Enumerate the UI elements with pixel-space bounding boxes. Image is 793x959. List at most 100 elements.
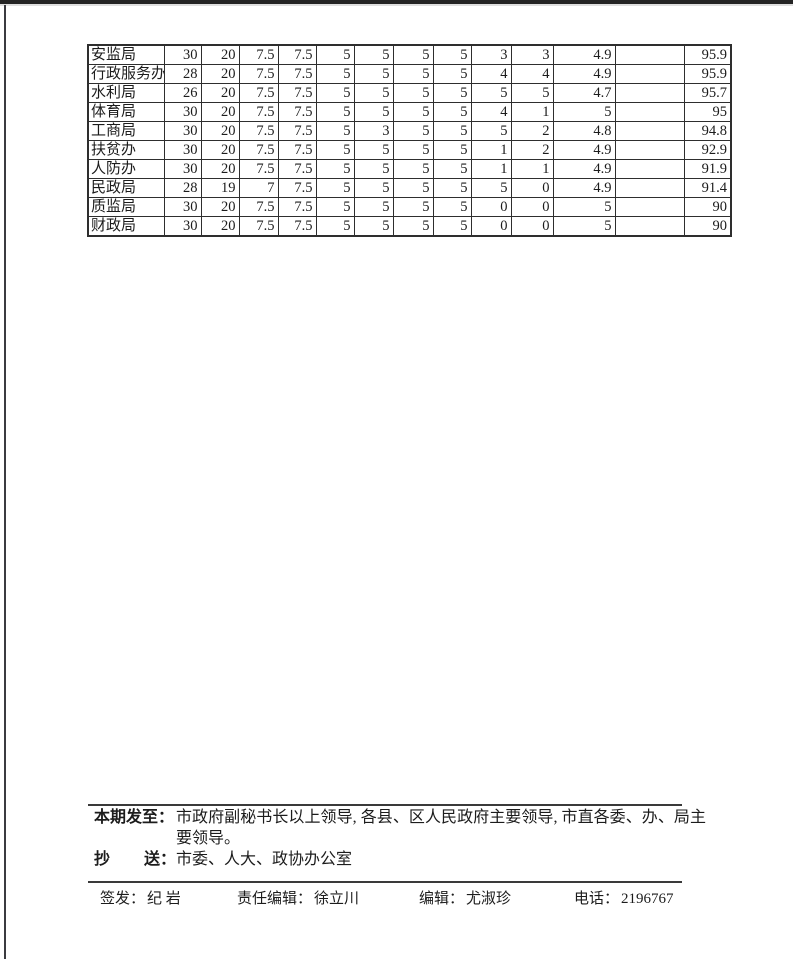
distribution-text: 市政府副秘书长以上领导, 各县、区人民政府主要领导, 市直各委、办、局主要领导。: [176, 809, 706, 847]
score-cell: 20: [200, 197, 240, 217]
footer-divider-top: [88, 804, 682, 806]
score-cell: 94.8: [683, 121, 732, 141]
score-cell: 3: [510, 44, 554, 65]
score-cell: 7.5: [277, 44, 317, 65]
score-cell: 3: [470, 44, 512, 65]
score-table: 安监局 30 20 7.5 7.5 5 5 5 5 3 3 4.9 95.9 行政服务办 28 20 7.5 7.…: [87, 44, 732, 237]
score-cell: 7.5: [277, 216, 317, 237]
score-cell: 20: [200, 216, 240, 237]
signature-line: 签发：纪 岩 责任编辑： 徐立川 编辑： 尤淑珍 电话： 2196767: [0, 890, 793, 910]
score-cell: 5: [392, 159, 434, 179]
score-cell: 5: [315, 159, 355, 179]
score-cell: 4: [470, 64, 512, 84]
phone-label: 电话：: [574, 891, 620, 907]
score-cell: 7.5: [238, 159, 279, 179]
score-cell: 5: [432, 64, 472, 84]
score-cell: 5: [392, 178, 434, 198]
score-cell: 5: [392, 83, 434, 103]
score-cell: 30: [163, 216, 202, 237]
table-row: 财政局 30 20 7.5 7.5 5 5 5 5 0 0 5 90: [87, 216, 732, 237]
issuer-name: 纪 岩: [147, 891, 181, 907]
cc-label-right: 送：: [143, 851, 176, 868]
score-cell: 4.9: [552, 44, 616, 65]
footer-divider-bottom: [88, 881, 682, 883]
score-cell: 5: [315, 178, 355, 198]
editor: 编辑： 尤淑珍: [419, 890, 511, 908]
score-cell: 20: [200, 159, 240, 179]
department-name-cell: 行政服务办: [87, 64, 165, 84]
score-cell: 30: [163, 121, 202, 141]
cc-block: 抄 送： 市委、人大、政协办公室: [94, 849, 698, 870]
score-cell: 7.5: [238, 102, 279, 122]
score-cell: 5: [432, 140, 472, 160]
score-cell: 5: [392, 197, 434, 217]
cc-label-left: 抄: [94, 851, 111, 868]
department-name-cell: 质监局: [87, 197, 165, 217]
score-cell: 7.5: [277, 197, 317, 217]
score-cell: 5: [315, 140, 355, 160]
score-cell: 4.9: [552, 64, 616, 84]
score-cell: 5: [353, 178, 394, 198]
score-cell: [614, 83, 685, 103]
score-cell: 7.5: [277, 121, 317, 141]
department-name-cell: 水利局: [87, 83, 165, 103]
score-cell: 5: [432, 44, 472, 65]
score-cell: 28: [163, 64, 202, 84]
score-cell: 5: [392, 140, 434, 160]
score-cell: 7.5: [238, 216, 279, 237]
table-row: 安监局 30 20 7.5 7.5 5 5 5 5 3 3 4.9 95.9: [87, 44, 732, 65]
score-cell: 19: [200, 178, 240, 198]
cc-text: 市委、人大、政协办公室: [176, 851, 353, 868]
score-cell: 7.5: [277, 178, 317, 198]
department-name-cell: 人防办: [87, 159, 165, 179]
score-cell: 28: [163, 178, 202, 198]
score-cell: 5: [353, 197, 394, 217]
score-cell: 7.5: [277, 64, 317, 84]
score-cell: 26: [163, 83, 202, 103]
score-cell: 5: [353, 102, 394, 122]
score-cell: 7.5: [277, 83, 317, 103]
chief-editor-name: 徐立川: [314, 891, 360, 907]
score-cell: 0: [470, 216, 512, 237]
score-cell: [614, 216, 685, 237]
score-cell: 4: [470, 102, 512, 122]
score-cell: 1: [510, 159, 554, 179]
score-cell: 1: [510, 102, 554, 122]
score-cell: 7: [238, 178, 279, 198]
score-cell: 7.5: [238, 197, 279, 217]
score-cell: 5: [432, 178, 472, 198]
table-row: 工商局 30 20 7.5 7.5 5 3 5 5 5 2 4.8 94.8: [87, 121, 732, 141]
score-cell: 95.9: [683, 64, 732, 84]
score-cell: 90: [683, 216, 732, 237]
score-cell: 5: [353, 44, 394, 65]
score-cell: 0: [510, 197, 554, 217]
editor-name: 尤淑珍: [466, 891, 512, 907]
score-cell: 5: [315, 44, 355, 65]
score-cell: 5: [353, 64, 394, 84]
score-cell: 95: [683, 102, 732, 122]
score-cell: 5: [392, 64, 434, 84]
score-cell: [614, 159, 685, 179]
score-cell: 5: [392, 44, 434, 65]
score-cell: 20: [200, 44, 240, 65]
score-cell: 20: [200, 140, 240, 160]
score-cell: 3: [353, 121, 394, 141]
cc-label: 抄 送：: [94, 849, 176, 870]
score-cell: 5: [353, 159, 394, 179]
score-cell: 5: [315, 197, 355, 217]
distribution-label: 本期发至：: [94, 809, 175, 826]
score-cell: 20: [200, 102, 240, 122]
score-cell: 92.9: [683, 140, 732, 160]
issuer: 签发：纪 岩: [100, 890, 181, 908]
table-row: 民政局 28 19 7 7.5 5 5 5 5 5 0 4.9 91.4: [87, 178, 732, 198]
chief-editor-label: 责任编辑：: [237, 891, 313, 907]
score-cell: 4.9: [552, 178, 616, 198]
score-cell: 5: [470, 178, 512, 198]
score-cell: 2: [510, 140, 554, 160]
issuer-label: 签发：: [100, 891, 146, 907]
score-cell: 0: [510, 178, 554, 198]
score-cell: 0: [510, 216, 554, 237]
score-table-wrap: 安监局 30 20 7.5 7.5 5 5 5 5 3 3 4.9 95.9 行政服务办 28 20 7.5 7.…: [87, 44, 732, 237]
score-cell: 4.9: [552, 140, 616, 160]
score-cell: 5: [470, 121, 512, 141]
